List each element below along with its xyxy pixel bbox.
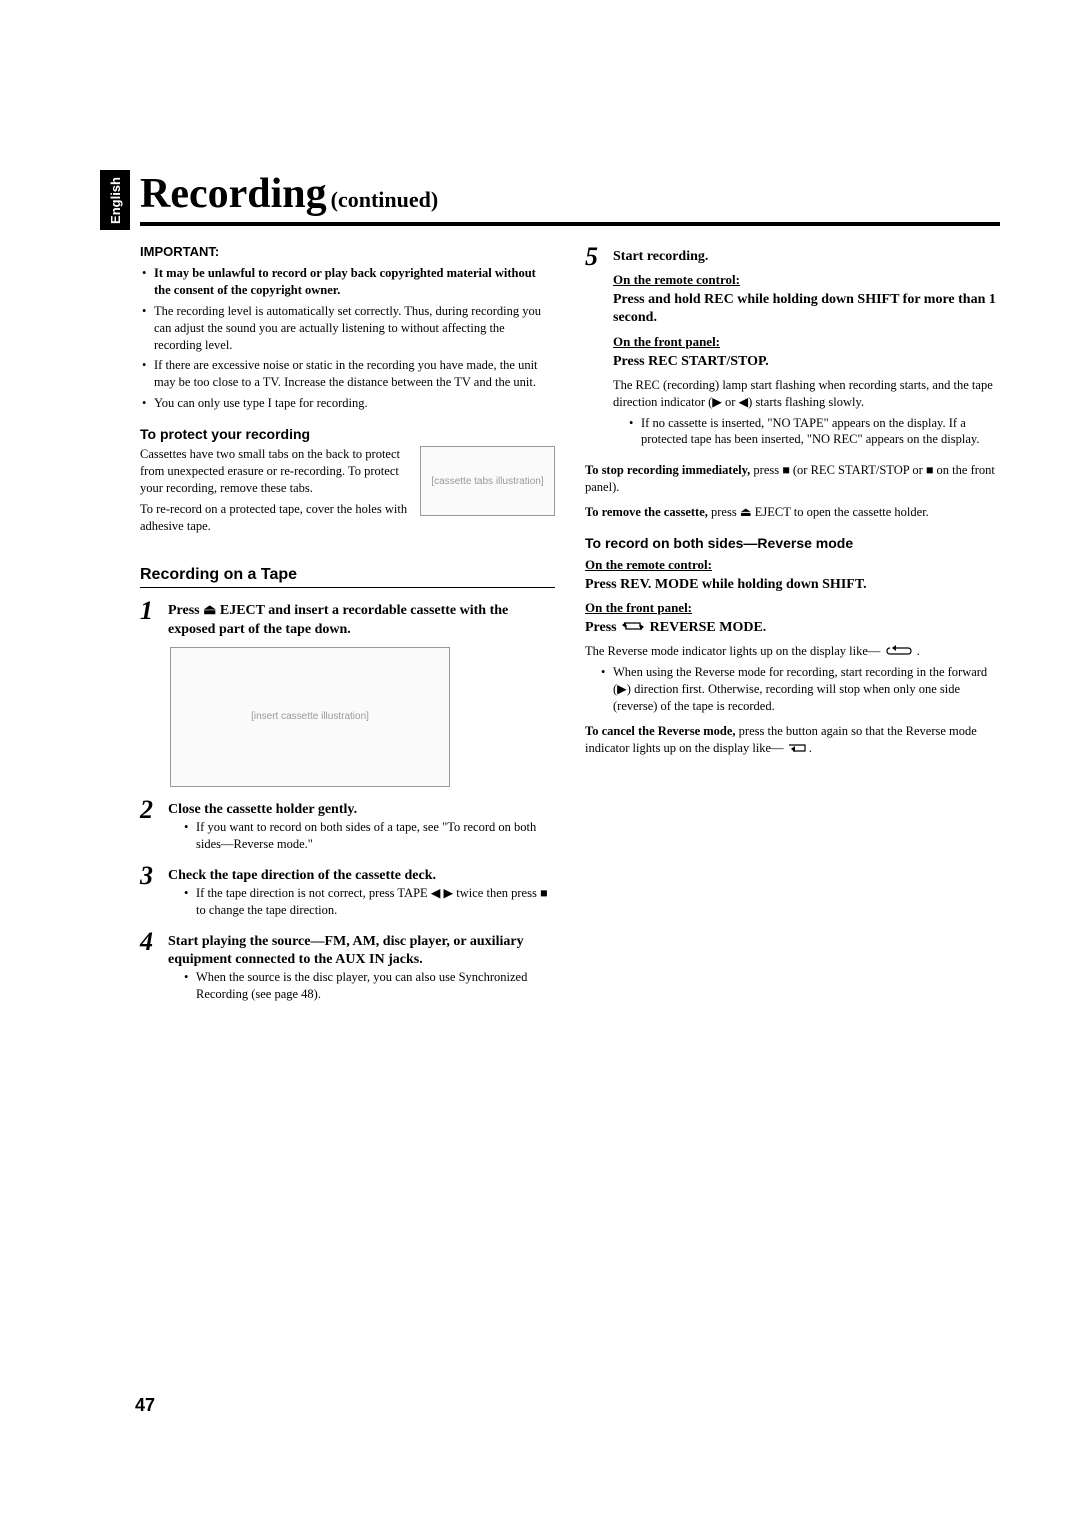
protect-p2: To re-record on a protected tape, cover … bbox=[140, 501, 410, 535]
language-tab: English bbox=[100, 170, 130, 230]
right-column: 5 Start recording. On the remote control… bbox=[585, 244, 1000, 1013]
step-1: 1 Press ⏏ EJECT and insert a recordable … bbox=[140, 598, 555, 638]
step-sub-item: When the source is the disc player, you … bbox=[182, 969, 555, 1003]
remove-bold: To remove the cassette, bbox=[585, 505, 708, 519]
step-number: 5 bbox=[585, 244, 605, 270]
step5-remote-instruction: Press and hold REC while holding down SH… bbox=[613, 291, 1000, 327]
remove-rest: press ⏏ EJECT to open the cassette holde… bbox=[708, 505, 929, 519]
reverse-body-prefix: The Reverse mode indicator lights up on … bbox=[585, 644, 880, 658]
cassette-tabs-figure: [cassette tabs illustration] bbox=[420, 446, 555, 516]
page-title-continued: (continued) bbox=[331, 187, 439, 212]
reverse-front-suffix: REVERSE MODE. bbox=[650, 620, 767, 635]
step-body: Press ⏏ EJECT and insert a recordable ca… bbox=[168, 598, 555, 638]
cancel-reverse-line: To cancel the Reverse mode, press the bu… bbox=[585, 723, 1000, 757]
important-item: You can only use type I tape for recordi… bbox=[140, 395, 555, 412]
remove-cassette-line: To remove the cassette, press ⏏ EJECT to… bbox=[585, 504, 1000, 521]
recording-section-heading: Recording on a Tape bbox=[140, 566, 555, 588]
step-body: Close the cassette holder gently. If you… bbox=[168, 797, 555, 859]
step-number: 1 bbox=[140, 598, 160, 624]
reverse-loop-icon bbox=[884, 645, 914, 657]
important-heading: IMPORTANT: bbox=[140, 244, 555, 259]
front-panel-label: On the front panel: bbox=[613, 334, 1000, 350]
step-sub-item: If the tape direction is not correct, pr… bbox=[182, 885, 555, 919]
protect-p1: Cassettes have two small tabs on the bac… bbox=[140, 446, 410, 497]
remote-control-label: On the remote control: bbox=[613, 272, 1000, 288]
step-number: 4 bbox=[140, 929, 160, 955]
reverse-body: The Reverse mode indicator lights up on … bbox=[585, 643, 1000, 660]
step-5: 5 Start recording. On the remote control… bbox=[585, 244, 1000, 454]
protect-text: Cassettes have two small tabs on the bac… bbox=[140, 446, 410, 538]
step-body: Check the tape direction of the cassette… bbox=[168, 863, 555, 925]
protect-heading: To protect your recording bbox=[140, 426, 555, 442]
reverse-front-instruction: Press REVERSE MODE. bbox=[585, 619, 1000, 637]
protect-block: Cassettes have two small tabs on the bac… bbox=[140, 446, 555, 538]
step-sub-list: If the tape direction is not correct, pr… bbox=[182, 885, 555, 919]
cancel-rest-suffix: . bbox=[809, 741, 812, 755]
step-sub-list: If no cassette is inserted, "NO TAPE" ap… bbox=[627, 415, 1000, 449]
step-title: Press ⏏ EJECT and insert a recordable ca… bbox=[168, 602, 555, 638]
reverse-front-prefix: Press bbox=[585, 620, 620, 635]
stop-bold: To stop recording immediately, bbox=[585, 463, 750, 477]
step-sub-list: When the source is the disc player, you … bbox=[182, 969, 555, 1003]
step-title: Check the tape direction of the cassette… bbox=[168, 867, 555, 885]
title-rule: Recording (continued) bbox=[140, 170, 1000, 226]
front-panel-label: On the front panel: bbox=[585, 600, 1000, 616]
language-label: English bbox=[108, 177, 123, 224]
step5-front-instruction: Press REC START/STOP. bbox=[613, 353, 1000, 371]
reverse-body-suffix: . bbox=[917, 644, 920, 658]
page-number: 47 bbox=[135, 1395, 155, 1416]
remote-control-label: On the remote control: bbox=[585, 557, 1000, 573]
step-title: Start recording. bbox=[613, 248, 1000, 266]
cancel-bold: To cancel the Reverse mode, bbox=[585, 724, 736, 738]
left-column: IMPORTANT: It may be unlawful to record … bbox=[140, 244, 555, 1013]
step-number: 2 bbox=[140, 797, 160, 823]
step-title: Close the cassette holder gently. bbox=[168, 801, 555, 819]
stop-recording-line: To stop recording immediately, press ■ (… bbox=[585, 462, 1000, 496]
step-sub-item: If no cassette is inserted, "NO TAPE" ap… bbox=[627, 415, 1000, 449]
page-title: Recording bbox=[140, 171, 327, 217]
step-number: 3 bbox=[140, 863, 160, 889]
reverse-mode-heading: To record on both sides—Reverse mode bbox=[585, 535, 1000, 551]
step5-body: The REC (recording) lamp start flashing … bbox=[613, 377, 1000, 411]
important-item-text: It may be unlawful to record or play bac… bbox=[154, 266, 536, 297]
page-content: Recording (continued) IMPORTANT: It may … bbox=[0, 0, 1080, 1063]
step-body: Start recording. On the remote control: … bbox=[613, 244, 1000, 454]
important-list: It may be unlawful to record or play bac… bbox=[140, 265, 555, 412]
insert-cassette-figure: [insert cassette illustration] bbox=[170, 647, 450, 787]
step-2: 2 Close the cassette holder gently. If y… bbox=[140, 797, 555, 859]
two-column-layout: IMPORTANT: It may be unlawful to record … bbox=[140, 244, 1000, 1013]
step-sub-list: If you want to record on both sides of a… bbox=[182, 819, 555, 853]
reverse-mode-icon bbox=[620, 620, 646, 632]
step-title: Start playing the source—FM, AM, disc pl… bbox=[168, 933, 555, 969]
important-item: If there are excessive noise or static i… bbox=[140, 357, 555, 391]
important-item: The recording level is automatically set… bbox=[140, 303, 555, 354]
step-4: 4 Start playing the source—FM, AM, disc … bbox=[140, 929, 555, 1009]
reverse-remote-instruction: Press REV. MODE while holding down SHIFT… bbox=[585, 576, 1000, 594]
reverse-sub-item: When using the Reverse mode for recordin… bbox=[599, 664, 1000, 715]
reverse-sub-list: When using the Reverse mode for recordin… bbox=[599, 664, 1000, 715]
step-3: 3 Check the tape direction of the casset… bbox=[140, 863, 555, 925]
step-body: Start playing the source—FM, AM, disc pl… bbox=[168, 929, 555, 1009]
important-item: It may be unlawful to record or play bac… bbox=[140, 265, 555, 299]
reverse-single-icon bbox=[787, 743, 809, 753]
step-sub-item: If you want to record on both sides of a… bbox=[182, 819, 555, 853]
